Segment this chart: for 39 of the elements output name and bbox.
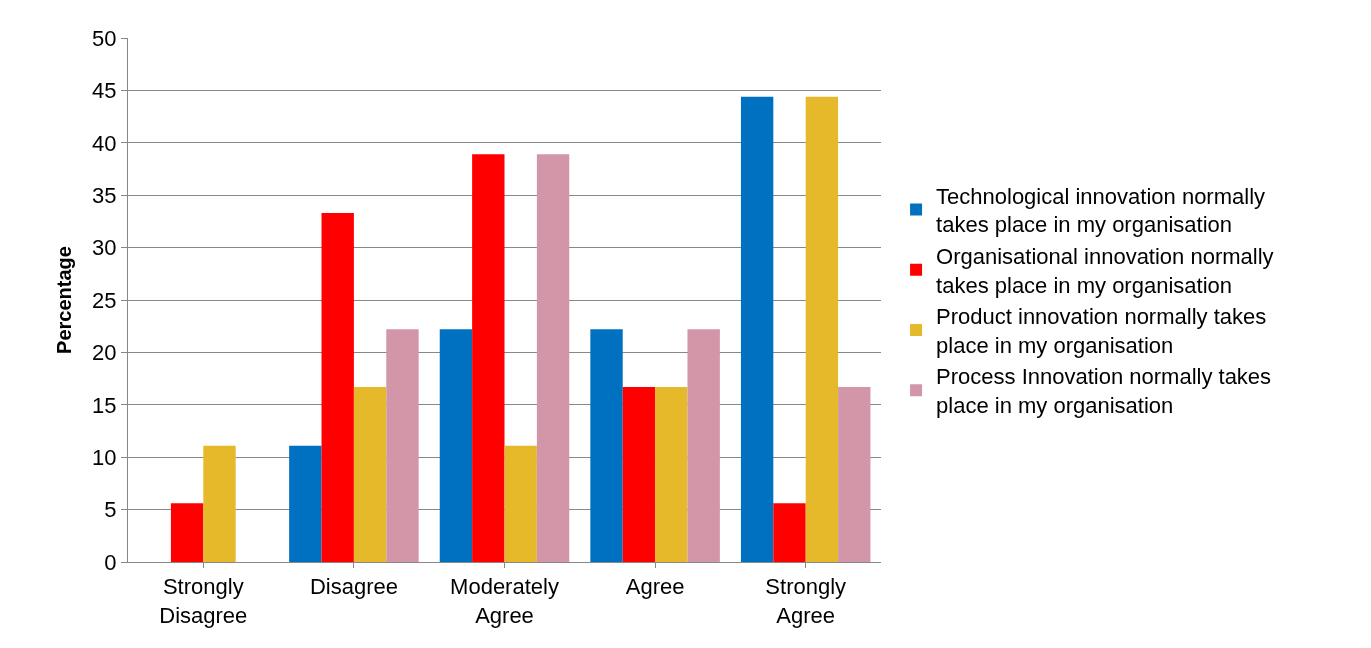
- y-tick-label: 30: [92, 235, 117, 261]
- bar: [740, 96, 774, 562]
- y-tick-label: 40: [92, 130, 117, 156]
- y-tick-label: 50: [92, 25, 117, 51]
- y-tick-label: 45: [92, 78, 117, 104]
- x-tick-label: Agree: [625, 574, 685, 600]
- bar: [321, 213, 354, 562]
- y-tick-label: 0: [104, 549, 117, 575]
- y-tick-label: 10: [92, 444, 117, 470]
- bar: [590, 329, 623, 562]
- bar: [687, 329, 720, 562]
- x-tick-label: Strongly Agree: [765, 574, 847, 628]
- y-tick-label: 35: [92, 182, 117, 208]
- bar: [170, 503, 204, 562]
- y-tick-label: 15: [92, 392, 117, 418]
- bar: [773, 503, 806, 562]
- y-tick-label: 20: [92, 340, 117, 366]
- bar: [504, 445, 537, 562]
- bar: [536, 154, 570, 562]
- x-tick-label: Moderately Agree: [450, 574, 559, 628]
- bar: [805, 96, 839, 562]
- bar: [353, 386, 387, 562]
- bar: [838, 386, 871, 562]
- bar: [203, 445, 236, 562]
- bar: [622, 386, 656, 562]
- legend-label: Process Innovation normally takes place in my organisation: [936, 364, 1272, 419]
- x-tick-label: Disagree: [309, 574, 398, 600]
- bar: [655, 386, 688, 562]
- bar: [386, 329, 419, 562]
- legend-label: Technological innovation normally takes place in my organisation: [936, 183, 1266, 238]
- x-tick-label: Strongly Disagree: [159, 574, 248, 628]
- y-tick-label: 25: [92, 287, 117, 313]
- bar: [472, 154, 505, 562]
- bar: [439, 329, 473, 562]
- y-axis-title: Percentage: [52, 246, 75, 354]
- legend-label: Product innovation normally takes place in my organisation: [936, 304, 1267, 358]
- legend-label: Organisational innovation normally takes place in my organisation: [936, 244, 1274, 298]
- y-tick-label: 5: [104, 497, 117, 523]
- bar: [289, 445, 322, 562]
